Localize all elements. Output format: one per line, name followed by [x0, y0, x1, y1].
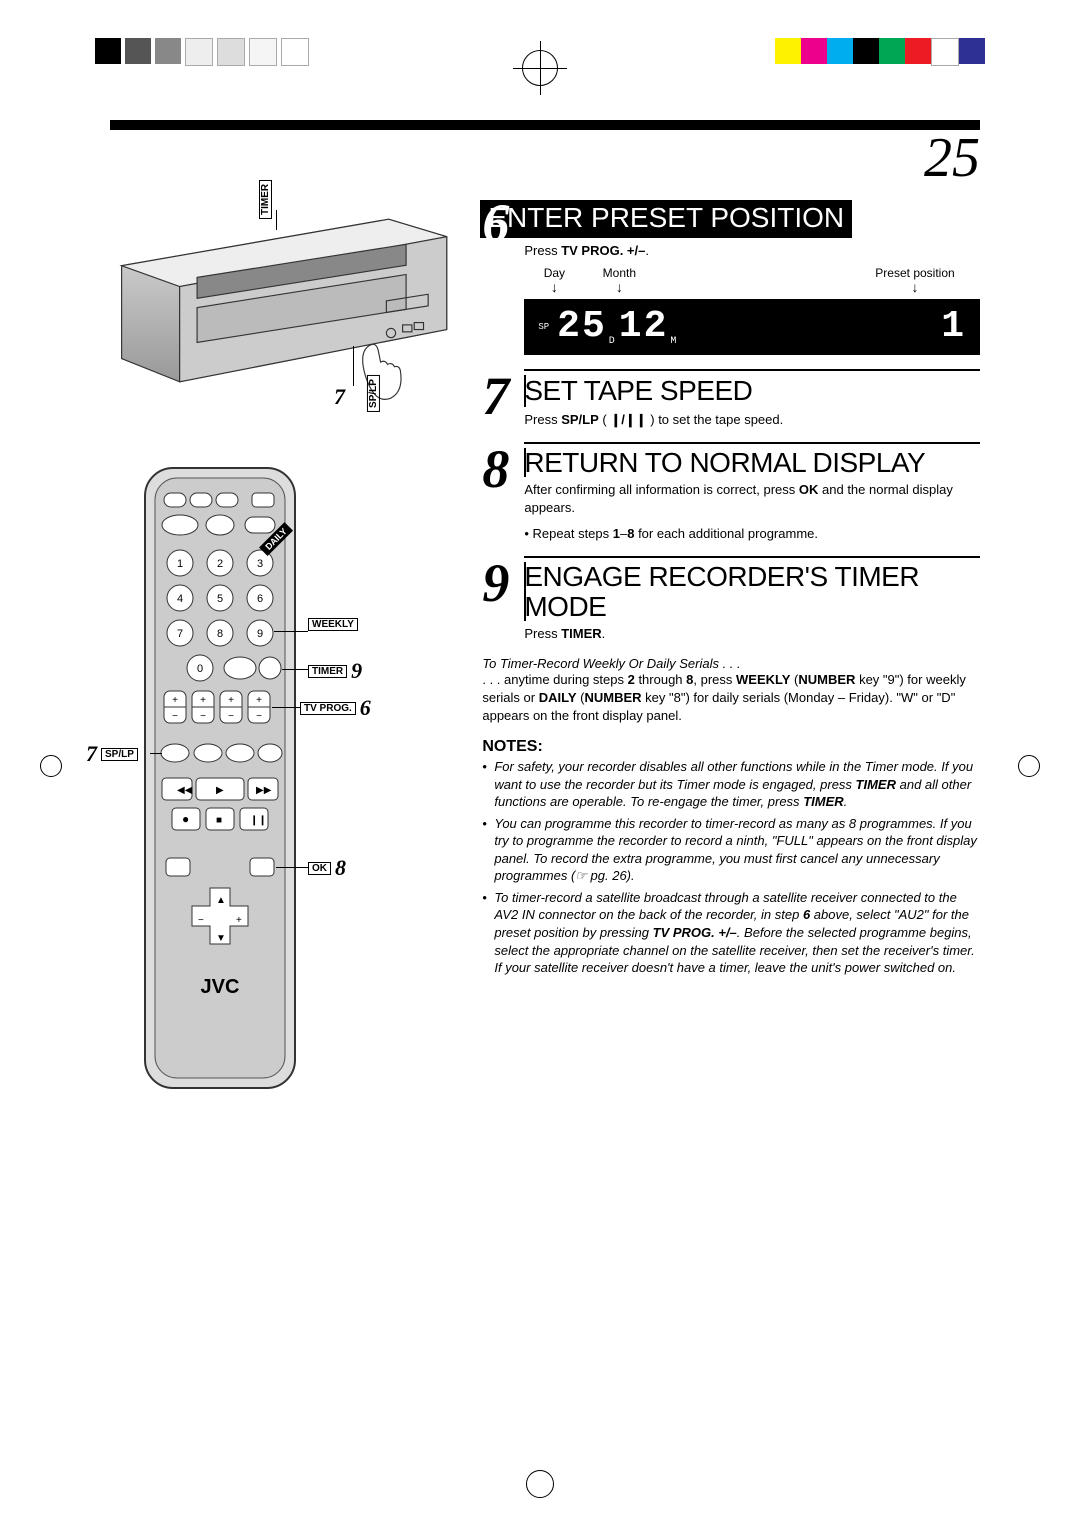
vcr-splp-step-number: 7 [334, 384, 345, 410]
svg-text:7: 7 [177, 628, 183, 640]
svg-text:+: + [200, 695, 206, 706]
color-bars [775, 38, 985, 66]
ok-label: OK [308, 862, 331, 875]
note-item: For safety, your recorder disables all o… [482, 758, 980, 811]
svg-text:▶: ▶ [216, 785, 224, 796]
splp-step-number: 7 [86, 741, 97, 767]
vcr-illustration: TIMER 7 SP/LP [110, 196, 458, 433]
notes-list: For safety, your recorder disables all o… [482, 758, 980, 977]
note-item: To timer-record a satellite broadcast th… [482, 889, 980, 977]
svg-text:+: + [236, 915, 242, 926]
step-title: SET TAPE SPEED [524, 375, 980, 407]
svg-text:■: ■ [216, 815, 222, 826]
tvprog-label: TV PROG. [300, 702, 356, 715]
svg-text:3: 3 [257, 558, 263, 570]
step-8: 8 RETURN TO NORMAL DISPLAY After confirm… [482, 442, 980, 542]
svg-text:4: 4 [177, 593, 183, 605]
splp-label: SP/LP [101, 748, 138, 761]
ok-step-number: 8 [335, 855, 346, 881]
page-number: 25 [110, 126, 980, 190]
svg-text:●: ● [182, 812, 189, 826]
timer-label: TIMER [308, 665, 347, 678]
svg-text:▼: ▼ [216, 933, 226, 944]
svg-text:9: 9 [257, 628, 263, 640]
manual-page: 25 [0, 0, 1080, 1528]
svg-text:6: 6 [257, 593, 263, 605]
svg-text:2: 2 [217, 558, 223, 570]
svg-text:+: + [228, 695, 234, 706]
svg-text:−: − [200, 711, 206, 722]
serial-body: . . . anytime during steps 2 through 8, … [482, 671, 980, 724]
svg-text:❙❙: ❙❙ [250, 815, 267, 826]
vcr-splp-label: SP/LP [367, 375, 380, 412]
timer-step-number: 9 [351, 658, 362, 684]
svg-text:▶▶: ▶▶ [256, 785, 272, 796]
svg-text:5: 5 [217, 593, 223, 605]
svg-text:−: − [172, 711, 178, 722]
step-6: 6 ENTER PRESET POSITION Press TV PROG. +… [482, 196, 980, 355]
svg-text:JVC: JVC [201, 976, 240, 998]
vcr-timer-label: TIMER [259, 180, 272, 219]
notes-heading: NOTES: [482, 738, 980, 756]
svg-text:−: − [228, 711, 234, 722]
step-text: Press SP/LP ( ❙/❙❙ ) to set the tape spe… [524, 411, 980, 429]
center-register-icon [522, 50, 558, 86]
step-text: After confirming all information is corr… [524, 481, 980, 516]
step-title: RETURN TO NORMAL DISPLAY [524, 448, 980, 477]
svg-text:−: − [256, 711, 262, 722]
remote-illustration: 1 2 3 4 5 6 7 8 9 0 [110, 463, 458, 1108]
svg-text:▲: ▲ [216, 895, 226, 906]
step-9: 9 ENGAGE RECORDER'S TIMER MODE Press TIM… [482, 556, 980, 642]
svg-text:0: 0 [197, 663, 203, 675]
side-register-icon [1018, 755, 1040, 777]
svg-text:8: 8 [217, 628, 223, 640]
svg-text:−: − [198, 915, 204, 926]
bottom-register-icon [526, 1470, 554, 1498]
svg-text:1: 1 [177, 558, 183, 570]
svg-text:+: + [172, 695, 178, 706]
serial-heading: To Timer-Record Weekly Or Daily Serials … [482, 656, 980, 671]
svg-text:+: + [256, 695, 262, 706]
side-register-icon [40, 755, 62, 777]
vfd-display: SP 25 D 12 M 1 [524, 299, 980, 355]
step-title: ENTER PRESET POSITION [480, 200, 852, 238]
registration-marks [0, 38, 1080, 78]
step-7: 7 SET TAPE SPEED Press SP/LP ( ❙/❙❙ ) to… [482, 369, 980, 429]
tvprog-step-number: 6 [360, 695, 371, 721]
note-item: You can programme this recorder to timer… [482, 815, 980, 885]
svg-text:◀◀: ◀◀ [177, 785, 193, 796]
step-title: ENGAGE RECORDER'S TIMER MODE [524, 562, 980, 621]
step-text: Press TIMER. [524, 625, 980, 643]
weekly-label: WEEKLY [308, 618, 358, 631]
